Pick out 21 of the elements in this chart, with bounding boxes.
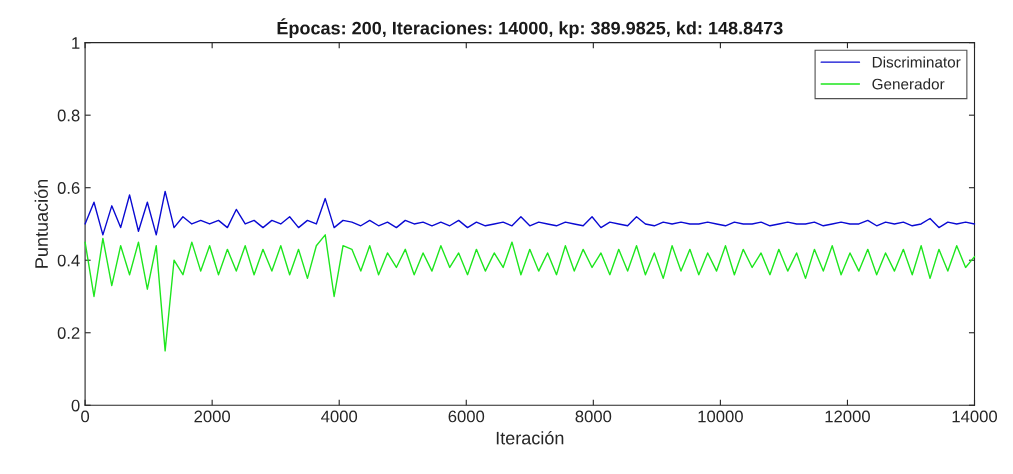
y-tick-label: 0.6 [57, 182, 80, 194]
y-tick-label: 0.2 [57, 327, 80, 339]
x-tick-label: 8000 [575, 410, 612, 423]
line-series [84, 190, 976, 236]
x-axis-title: Iteración [496, 431, 564, 445]
x-tick-label: 0 [81, 410, 90, 423]
x-tick-label: 6000 [448, 410, 485, 423]
y-tick-label: 0.4 [57, 254, 80, 267]
chart-title: Épocas: 200, Iteraciones: 14000, kp: 389.9825, kd: 148.8473 [277, 18, 783, 39]
x-tick-label: 10000 [698, 410, 743, 423]
x-tick-label: 2000 [194, 410, 231, 423]
y-axis-title: Puntuación [34, 179, 48, 268]
line-series [84, 234, 976, 352]
y-tick-label: 0.8 [57, 109, 80, 122]
x-tick-label: 4000 [321, 410, 358, 423]
legend-label: Discriminator [872, 56, 961, 68]
legend-label: Generador [872, 78, 945, 90]
x-tick-label: 12000 [825, 410, 870, 423]
x-tick-label: 14000 [952, 410, 998, 423]
y-tick-label: 0 [71, 399, 80, 412]
y-tick-label: 1 [72, 37, 80, 49]
